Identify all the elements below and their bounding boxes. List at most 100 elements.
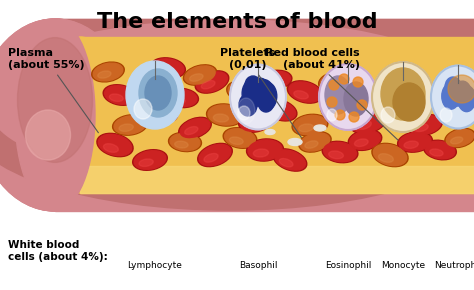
Ellipse shape: [299, 132, 331, 152]
Ellipse shape: [250, 78, 270, 106]
Ellipse shape: [441, 77, 469, 93]
Ellipse shape: [273, 149, 307, 171]
Ellipse shape: [415, 91, 428, 98]
Ellipse shape: [185, 66, 215, 84]
Ellipse shape: [139, 69, 177, 117]
Ellipse shape: [279, 159, 293, 167]
Ellipse shape: [441, 104, 469, 121]
Ellipse shape: [446, 84, 458, 91]
Ellipse shape: [133, 150, 167, 170]
Ellipse shape: [237, 98, 255, 124]
Ellipse shape: [409, 82, 441, 102]
Ellipse shape: [372, 143, 408, 167]
Ellipse shape: [356, 121, 372, 129]
Ellipse shape: [254, 80, 274, 108]
Ellipse shape: [134, 99, 152, 119]
Ellipse shape: [223, 128, 257, 148]
Ellipse shape: [321, 102, 355, 122]
Ellipse shape: [325, 81, 338, 88]
Ellipse shape: [447, 129, 474, 146]
Ellipse shape: [169, 133, 201, 152]
Ellipse shape: [225, 129, 255, 147]
Ellipse shape: [408, 115, 442, 135]
Ellipse shape: [0, 19, 132, 211]
Ellipse shape: [289, 82, 321, 102]
Ellipse shape: [37, 37, 123, 193]
Ellipse shape: [320, 73, 350, 91]
Ellipse shape: [134, 151, 166, 169]
Ellipse shape: [253, 149, 269, 157]
Ellipse shape: [446, 111, 458, 118]
Ellipse shape: [351, 111, 384, 133]
Ellipse shape: [445, 128, 474, 148]
Ellipse shape: [258, 92, 274, 112]
Ellipse shape: [350, 130, 380, 149]
Ellipse shape: [135, 74, 170, 96]
Ellipse shape: [404, 141, 419, 148]
Ellipse shape: [314, 125, 326, 131]
Ellipse shape: [354, 94, 368, 102]
Ellipse shape: [195, 71, 229, 93]
Ellipse shape: [264, 100, 295, 120]
Ellipse shape: [245, 76, 261, 94]
Ellipse shape: [293, 115, 327, 135]
Ellipse shape: [233, 91, 248, 99]
Ellipse shape: [380, 101, 410, 119]
Ellipse shape: [145, 76, 171, 110]
Ellipse shape: [172, 97, 185, 104]
Ellipse shape: [430, 149, 443, 156]
Ellipse shape: [260, 71, 291, 89]
Ellipse shape: [97, 133, 133, 157]
Ellipse shape: [198, 143, 232, 167]
Ellipse shape: [414, 124, 428, 132]
Ellipse shape: [229, 137, 243, 144]
Ellipse shape: [103, 144, 118, 152]
Ellipse shape: [457, 86, 474, 112]
Ellipse shape: [288, 139, 302, 146]
Text: White blood
cells (about 4%):: White blood cells (about 4%):: [8, 240, 108, 262]
Ellipse shape: [374, 144, 407, 166]
Ellipse shape: [264, 79, 278, 86]
Text: Basophil: Basophil: [239, 261, 277, 270]
Ellipse shape: [379, 100, 411, 120]
Ellipse shape: [180, 118, 210, 137]
Text: Red blood cells
(about 41%): Red blood cells (about 41%): [265, 48, 398, 140]
Ellipse shape: [353, 77, 363, 87]
Ellipse shape: [141, 84, 155, 92]
Ellipse shape: [398, 132, 432, 152]
Ellipse shape: [152, 59, 184, 77]
Ellipse shape: [357, 100, 367, 110]
Ellipse shape: [377, 70, 413, 94]
Ellipse shape: [92, 62, 124, 82]
Ellipse shape: [327, 97, 337, 107]
Ellipse shape: [410, 83, 440, 101]
Ellipse shape: [204, 153, 218, 162]
Ellipse shape: [439, 76, 470, 94]
Ellipse shape: [109, 94, 123, 102]
Ellipse shape: [322, 141, 358, 163]
Ellipse shape: [149, 111, 164, 119]
Ellipse shape: [126, 61, 184, 129]
Ellipse shape: [26, 110, 71, 160]
Ellipse shape: [409, 116, 441, 134]
Ellipse shape: [157, 67, 171, 75]
Ellipse shape: [448, 75, 474, 103]
Ellipse shape: [201, 81, 215, 89]
Ellipse shape: [442, 83, 460, 109]
Ellipse shape: [335, 110, 345, 120]
Ellipse shape: [248, 140, 282, 160]
Ellipse shape: [208, 105, 242, 125]
Ellipse shape: [265, 130, 275, 135]
Ellipse shape: [381, 68, 425, 120]
Text: The elements of blood: The elements of blood: [97, 12, 377, 32]
Ellipse shape: [119, 124, 133, 131]
Ellipse shape: [144, 102, 176, 122]
Ellipse shape: [440, 108, 452, 122]
Ellipse shape: [230, 64, 286, 130]
Ellipse shape: [18, 38, 92, 162]
Ellipse shape: [348, 130, 382, 151]
Ellipse shape: [301, 133, 329, 151]
Ellipse shape: [287, 81, 323, 103]
Ellipse shape: [99, 134, 132, 156]
Ellipse shape: [299, 124, 313, 132]
